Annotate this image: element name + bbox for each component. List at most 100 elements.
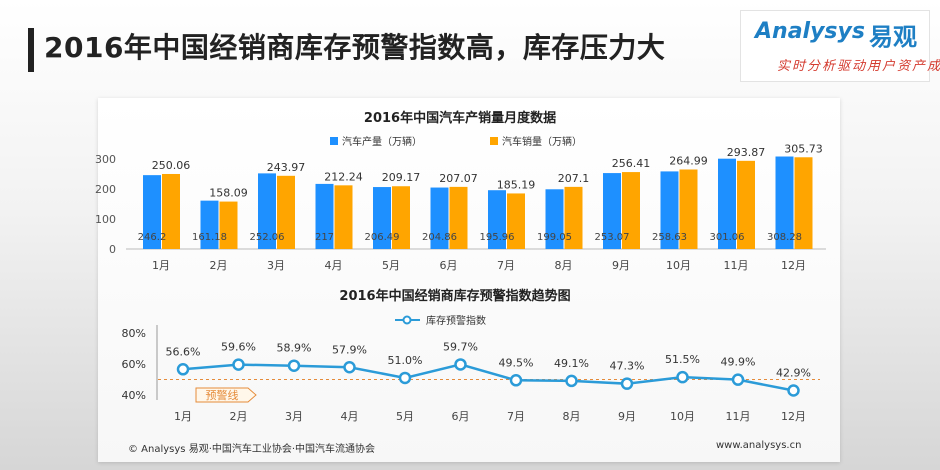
bar-sales [392,186,410,249]
line-ytick-label: 80% [122,327,146,340]
legend-label-sales: 汽车销量（万辆） [502,135,582,148]
logo-tagline: 实时分析驱动用户资产成长 [777,59,940,74]
index-series-line [182,363,794,392]
legend-marker-index [402,315,412,325]
bar-production-value-label: 308.28 [767,232,802,243]
bar-sales-value-label: 212.24 [324,170,363,183]
bar-xtick-label: 1月 [152,259,170,272]
bar-production-value-label: 204.86 [422,232,457,243]
bar-xtick-label: 10月 [666,259,691,272]
bar-ytick-label: 300 [95,153,116,166]
index-point [176,363,190,376]
index-value-label: 49.9% [721,356,756,369]
line-ytick-label: 40% [122,389,146,402]
bar-production-value-label: 252.06 [250,232,285,243]
index-value-label: 59.7% [443,340,478,353]
index-value-label: 49.5% [499,356,534,369]
bar-sales-value-label: 209.17 [382,171,421,184]
line-xtick-label: 11月 [726,410,751,423]
bar-chart-title: 2016年中国汽车产销量月度数据 [364,110,556,126]
line-xtick-label: 6月 [452,410,470,423]
line-xtick-label: 1月 [174,410,192,423]
index-point [787,384,800,397]
bar-production-value-label: 246.2 [138,232,167,243]
bar-production-value-label: 217 [315,232,334,243]
bar-xtick-label: 11月 [724,259,749,272]
index-value-label: 57.9% [332,343,367,356]
bar-ytick-label: 100 [95,213,116,226]
index-value-label: 42.9% [776,367,811,380]
bar-xtick-label: 12月 [781,259,806,272]
bar-ytick-label: 0 [109,243,116,256]
line-xtick-label: 9月 [618,410,636,423]
analysys-logo: Analysys 易观 实时分析驱动用户资产成长 [740,10,940,82]
line-xtick-label: 5月 [396,410,414,423]
line-xtick-label: 4月 [341,410,359,423]
index-value-label: 56.6% [166,345,201,358]
line-xtick-label: 2月 [230,410,248,423]
line-ytick-label: 60% [122,358,146,371]
bar-sales [564,186,583,249]
line-xtick-label: 7月 [507,410,525,423]
index-point [731,373,745,386]
bar-xtick-label: 5月 [382,259,400,272]
bar-production [315,183,334,249]
bar-sales-value-label: 243.97 [267,161,306,174]
bar-xtick-label: 4月 [325,259,343,272]
bar-production-value-label: 301.06 [710,232,745,243]
bar-production-value-label: 195.96 [480,232,515,243]
bar-production [718,158,736,249]
bar-production [603,173,621,249]
bar-production [258,173,276,249]
bar-xtick-label: 8月 [555,259,573,272]
line-xtick-label: 12月 [781,410,806,423]
index-point [454,358,467,371]
bar-xtick-label: 6月 [440,259,458,272]
title-accent-bar [28,28,34,72]
bar-xtick-label: 3月 [267,259,285,272]
index-point [287,359,301,372]
logo-word: Analysys [755,19,865,44]
legend-label-production: 汽车产量（万辆） [342,135,422,148]
legend-swatch-production [330,137,338,145]
index-point [620,377,634,390]
bar-sales [794,157,813,249]
bar-sales-value-label: 293.87 [727,146,766,159]
bar-sales-value-label: 250.06 [152,159,191,172]
line-chart-title: 2016年中国经销商库存预警指数趋势图 [339,288,570,304]
index-value-label: 51.0% [388,354,423,367]
line-xtick-label: 3月 [285,410,303,423]
bar-sales [737,160,755,249]
footer-url: www.analysys.cn [716,440,802,451]
bar-production [545,189,564,249]
bar-ytick-label: 200 [95,183,116,196]
index-value-label: 49.1% [554,357,589,370]
bar-production [775,156,794,249]
bar-sales-value-label: 207.1 [558,172,590,185]
index-value-label: 58.9% [277,342,312,355]
bar-sales [507,193,525,249]
index-point [232,358,245,371]
legend-label-index: 库存预警指数 [426,314,486,327]
bar-sales [162,173,180,249]
bar-production-value-label: 206.49 [365,232,400,243]
bar-sales-value-label: 185.19 [497,178,536,191]
bar-production [200,200,219,249]
warning-label-box [195,387,257,403]
bar-sales [219,201,238,249]
bar-production [373,187,391,249]
bar-production [660,171,679,249]
bar-production [488,190,506,249]
index-point [565,374,578,388]
bar-sales [449,186,468,249]
bar-sales-value-label: 256.41 [612,157,651,170]
bar-sales-value-label: 207.07 [439,172,478,185]
bar-xtick-label: 7月 [497,259,515,272]
bar-xtick-label: 2月 [210,259,228,272]
bar-production-value-label: 253.07 [595,232,630,243]
logo-cn: 易观 [869,23,917,51]
bar-sales [622,172,640,249]
index-point [398,371,412,385]
index-point [676,370,689,384]
legend-swatch-sales [490,137,498,145]
